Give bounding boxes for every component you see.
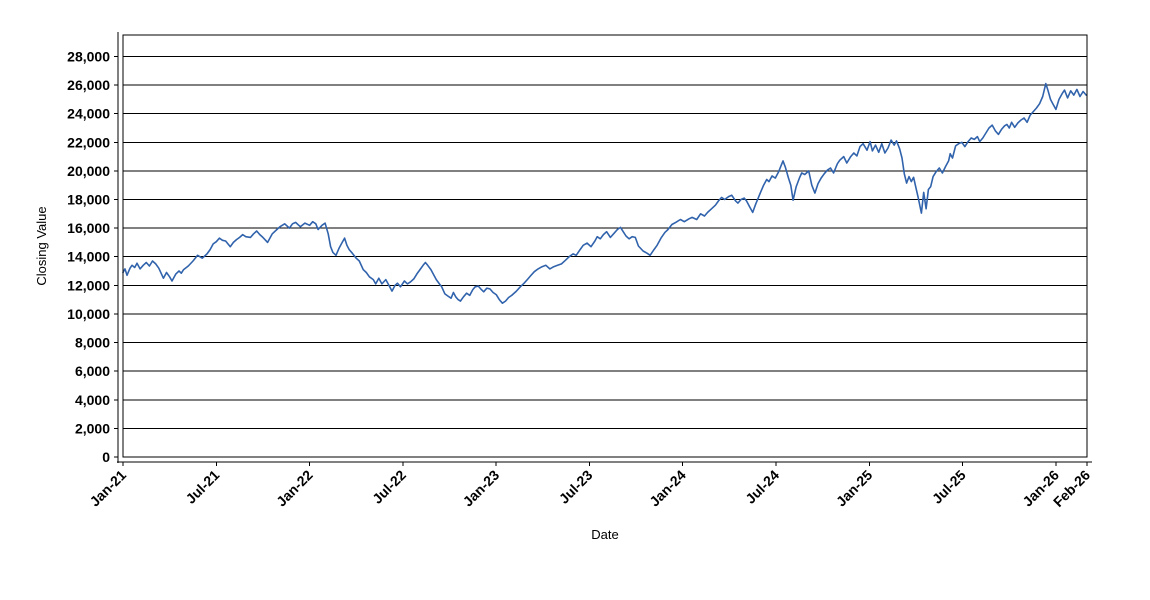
- y-tick-label: 8,000: [75, 335, 110, 351]
- y-tick-label: 16,000: [67, 220, 110, 236]
- y-tick-label: 24,000: [67, 106, 110, 122]
- plot-render-root: 0 2,000 4,000 6,000 8,000 10,000 12,000 14,000 1…: [67, 32, 1093, 510]
- x-axis-ticks: Jan-21 Jul-21 Jan-22 Jul-22 Jan-23 Jul-23 Jan-…: [86, 462, 1093, 510]
- x-tick-label: Jul-24: [742, 467, 782, 507]
- y-axis-title: Closing Value: [34, 206, 49, 285]
- y-axis-ticks: 0 2,000 4,000 6,000 8,000 10,000 12,000 14,000 1…: [67, 48, 118, 465]
- axis-lines: [117, 32, 1092, 463]
- y-tick-label: 14,000: [67, 249, 110, 265]
- y-tick-label: 6,000: [75, 363, 110, 379]
- series-line-closing-value: [122, 82, 1087, 305]
- x-tick-label: Jul-21: [182, 467, 222, 507]
- x-tick-label: Jan-22: [273, 467, 316, 510]
- x-tick-label: Jan-21: [86, 467, 129, 510]
- x-tick-label: Jul-22: [369, 467, 409, 507]
- y-tick-label: 12,000: [67, 277, 110, 293]
- y-tick-label: 28,000: [67, 48, 110, 64]
- y-tick-label: 4,000: [75, 392, 110, 408]
- y-tick-label: 20,000: [67, 163, 110, 179]
- y-tick-label: 10,000: [67, 306, 110, 322]
- x-tick-label: Jul-23: [556, 467, 596, 507]
- y-tick-label: 0: [102, 449, 110, 465]
- y-tick-label: 22,000: [67, 134, 110, 150]
- y-tick-label: 18,000: [67, 192, 110, 208]
- plot-frame: [122, 34, 1088, 458]
- plot-area: [123, 35, 1087, 457]
- y-tick-label: 2,000: [75, 420, 110, 436]
- x-axis-title: Date: [591, 527, 618, 542]
- y-gridlines: [123, 55, 1087, 458]
- x-tick-label: Jan-25: [833, 467, 876, 510]
- x-tick-label: Jul-25: [929, 467, 969, 507]
- x-tick-label: Jan-23: [460, 467, 503, 510]
- x-tick-label: Jan-24: [646, 467, 689, 510]
- y-tick-label: 26,000: [67, 77, 110, 93]
